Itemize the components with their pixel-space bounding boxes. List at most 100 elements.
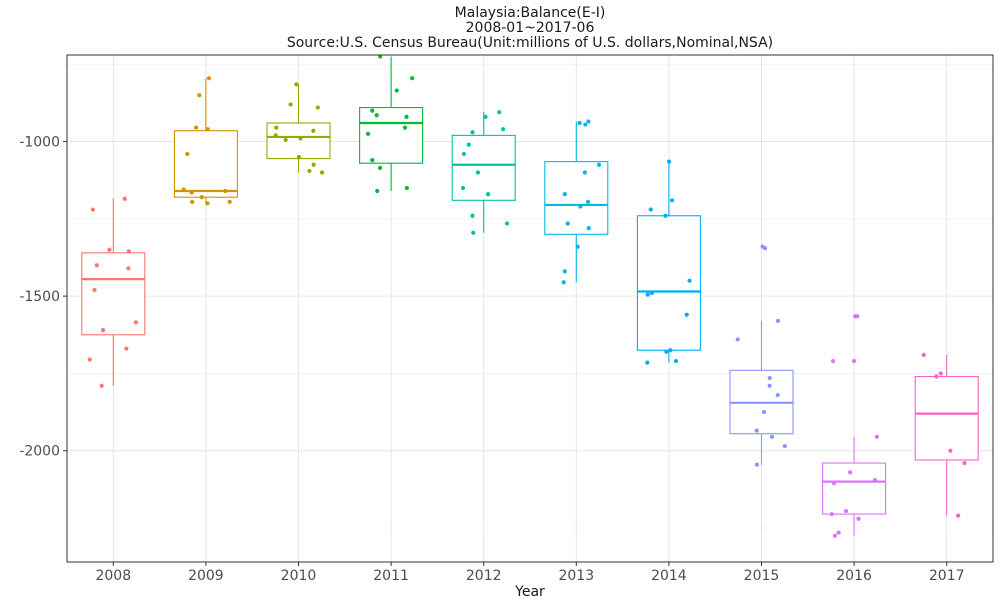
data-point — [107, 247, 112, 252]
y-tick-label: -2000 — [19, 444, 60, 460]
box — [173, 130, 238, 198]
data-point — [775, 318, 781, 323]
data-point — [582, 170, 588, 175]
data-point — [761, 409, 767, 415]
box-group-2013 — [544, 119, 609, 285]
data-point — [190, 199, 195, 204]
data-point — [684, 312, 689, 317]
axes: -1000 -1500 -2000 2008 2009 2010 2011 2012 2013 2… — [19, 135, 964, 584]
data-point — [578, 204, 583, 209]
data-point — [856, 516, 861, 521]
data-point — [664, 349, 669, 354]
box — [636, 215, 701, 351]
data-point — [829, 511, 834, 517]
data-point — [461, 151, 466, 157]
data-point — [874, 434, 879, 439]
data-point — [754, 462, 759, 467]
data-point — [483, 114, 488, 119]
data-point — [775, 392, 780, 398]
data-point — [197, 93, 202, 98]
data-point — [315, 105, 320, 110]
x-tick-label: 2011 — [373, 568, 409, 584]
data-point — [956, 513, 961, 518]
x-tick-label: 2016 — [836, 568, 872, 584]
data-point — [501, 127, 506, 132]
data-point — [460, 185, 466, 191]
box — [451, 134, 516, 201]
data-point — [374, 113, 379, 118]
data-point — [575, 244, 580, 249]
box-group-2012 — [451, 110, 516, 235]
data-point — [194, 125, 199, 130]
data-point — [370, 158, 375, 163]
data-point — [767, 383, 772, 388]
box-group-2009 — [173, 76, 238, 206]
box-group-2017 — [914, 352, 979, 518]
data-point — [562, 269, 567, 274]
plot-data — [81, 54, 979, 538]
data-point — [673, 358, 678, 364]
data-point — [294, 82, 299, 87]
data-point — [90, 207, 96, 212]
box-group-2011 — [359, 54, 424, 194]
data-point — [497, 110, 502, 115]
data-point — [645, 292, 650, 297]
y-tick-label: -1000 — [19, 135, 60, 151]
plot-panel-border — [66, 54, 994, 563]
data-point — [851, 358, 857, 364]
data-point — [687, 278, 692, 283]
data-point — [562, 192, 567, 197]
data-point — [404, 114, 409, 119]
x-tick-label: 2009 — [188, 568, 224, 584]
data-point — [832, 533, 838, 538]
data-point — [205, 201, 210, 206]
data-point — [470, 130, 475, 135]
data-point — [206, 76, 212, 81]
data-point — [227, 199, 232, 204]
data-point — [475, 170, 481, 175]
x-tick-label: 2008 — [95, 568, 131, 584]
data-point — [872, 477, 878, 483]
data-point — [648, 207, 653, 212]
y-tick-label: -1500 — [19, 289, 60, 305]
data-point — [586, 226, 591, 231]
box — [822, 462, 887, 515]
data-point — [962, 460, 967, 466]
data-point — [133, 320, 139, 325]
data-point — [577, 120, 582, 126]
x-tick-label: 2012 — [466, 568, 502, 584]
data-point — [504, 221, 510, 226]
data-point — [298, 136, 303, 141]
data-point — [273, 133, 278, 138]
data-point — [844, 508, 849, 514]
data-point — [126, 249, 131, 254]
data-point — [561, 280, 566, 285]
data-point — [307, 168, 312, 174]
data-point — [855, 314, 860, 319]
data-point — [470, 213, 475, 218]
x-tick-label: 2013 — [558, 568, 594, 584]
box-group-2016 — [822, 314, 887, 538]
x-tick-label: 2014 — [651, 568, 687, 584]
data-point — [288, 102, 293, 107]
data-point — [669, 198, 675, 203]
data-point — [370, 108, 375, 113]
data-point — [485, 192, 491, 197]
data-point — [199, 195, 204, 200]
box-group-2014 — [636, 159, 701, 365]
data-point — [830, 358, 836, 364]
data-point — [666, 159, 672, 164]
chart-title-line-2: 2008-01~2017-06 — [466, 20, 595, 36]
x-tick-label: 2010 — [281, 568, 317, 584]
data-point — [181, 187, 186, 192]
data-point — [466, 142, 471, 147]
data-point — [596, 162, 602, 167]
data-point — [410, 76, 415, 81]
data-point — [319, 170, 325, 175]
data-point — [124, 346, 129, 351]
chart-title-line-1: Malaysia:Balance(E-I) — [455, 5, 606, 21]
data-point — [948, 448, 953, 453]
data-point — [375, 188, 380, 194]
data-point — [471, 230, 476, 235]
